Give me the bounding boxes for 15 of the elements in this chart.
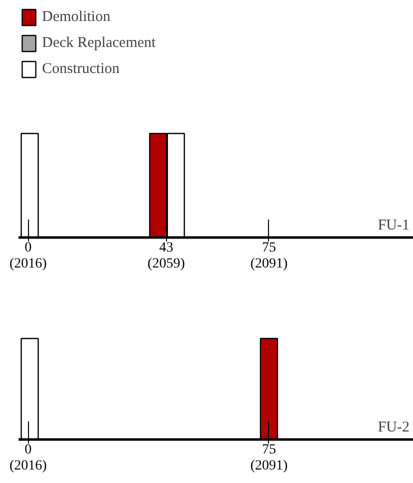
text: (2059) — [148, 256, 186, 272]
x-tick-label: 0 — [24, 240, 32, 256]
legend-label: Demolition — [42, 8, 110, 26]
x-tick-label: 43 — [159, 240, 174, 256]
text: (2091) — [250, 256, 288, 272]
text: (2016) — [9, 256, 48, 272]
text: FU-1 — [378, 218, 410, 234]
text: FU-2 — [378, 420, 410, 436]
text: (2016) — [9, 458, 48, 474]
x-tick-label: 75 — [262, 240, 276, 256]
legend-label: Deck Replacement — [42, 34, 156, 52]
legend-label: Construction — [42, 60, 120, 78]
x-tick-label: 0 — [24, 442, 32, 458]
text: (2091) — [250, 458, 288, 474]
x-tick-label: 75 — [262, 442, 276, 458]
